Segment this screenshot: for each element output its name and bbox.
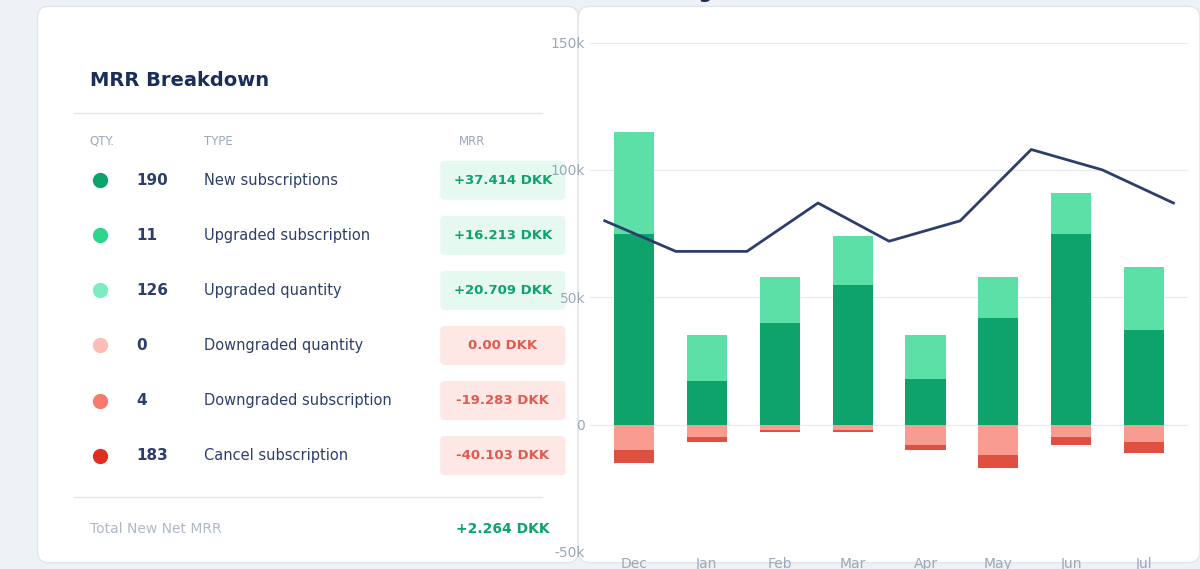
Text: 0: 0 [137, 338, 146, 353]
Bar [760, 424, 799, 430]
FancyBboxPatch shape [440, 160, 565, 200]
Text: MRR Breakdown: MRR Breakdown [90, 71, 269, 89]
Text: Downgraded subscription: Downgraded subscription [204, 393, 391, 408]
Text: Downgraded quantity: Downgraded quantity [204, 338, 364, 353]
Text: 0.00 DKK: 0.00 DKK [468, 339, 538, 352]
Bar [686, 381, 727, 424]
Bar [1124, 443, 1164, 452]
Bar [1051, 233, 1092, 424]
Bar [760, 277, 799, 323]
Text: +37.414 DKK: +37.414 DKK [454, 174, 552, 187]
Text: Upgraded subscription: Upgraded subscription [204, 228, 370, 243]
Text: 4: 4 [137, 393, 146, 408]
Bar [978, 424, 1019, 455]
Text: +16.213 DKK: +16.213 DKK [454, 229, 552, 242]
FancyBboxPatch shape [440, 216, 565, 255]
Text: MRR change: MRR change [590, 0, 726, 2]
Text: -19.283 DKK: -19.283 DKK [456, 394, 550, 407]
Bar [1051, 424, 1092, 438]
Bar [978, 277, 1019, 318]
Bar [833, 236, 872, 284]
Text: QTY.: QTY. [90, 135, 114, 148]
Bar [1124, 331, 1164, 424]
Bar [614, 233, 654, 424]
FancyBboxPatch shape [578, 6, 1200, 563]
Bar [978, 318, 1019, 424]
FancyBboxPatch shape [37, 6, 578, 563]
Bar [686, 336, 727, 381]
Bar [906, 424, 946, 445]
Text: 190: 190 [137, 173, 168, 188]
Text: New subscriptions: New subscriptions [204, 173, 338, 188]
Bar [906, 336, 946, 379]
Bar [833, 430, 872, 432]
Bar [614, 131, 654, 233]
Text: Upgraded quantity: Upgraded quantity [204, 283, 342, 298]
Text: 11: 11 [137, 228, 157, 243]
Bar [1051, 438, 1092, 445]
Bar [978, 455, 1019, 468]
Bar [760, 430, 799, 432]
FancyBboxPatch shape [440, 381, 565, 420]
Bar [833, 424, 872, 430]
Text: MRR: MRR [458, 135, 485, 148]
Bar [686, 438, 727, 443]
Text: Total New Net MRR: Total New Net MRR [90, 522, 221, 537]
Bar [614, 424, 654, 450]
Text: +2.264 DKK: +2.264 DKK [456, 522, 550, 537]
Text: -40.103 DKK: -40.103 DKK [456, 449, 550, 462]
Text: Cancel subscription: Cancel subscription [204, 448, 348, 463]
Bar [906, 445, 946, 450]
Bar [760, 323, 799, 424]
FancyBboxPatch shape [440, 326, 565, 365]
Text: +20.709 DKK: +20.709 DKK [454, 284, 552, 297]
Text: 126: 126 [137, 283, 168, 298]
Bar [906, 379, 946, 424]
FancyBboxPatch shape [440, 271, 565, 310]
Bar [1124, 424, 1164, 443]
Bar [1124, 267, 1164, 331]
Text: TYPE: TYPE [204, 135, 233, 148]
Bar [614, 450, 654, 463]
Bar [686, 424, 727, 438]
Bar [1051, 193, 1092, 233]
Text: 183: 183 [137, 448, 168, 463]
FancyBboxPatch shape [440, 436, 565, 475]
Bar [833, 284, 872, 424]
